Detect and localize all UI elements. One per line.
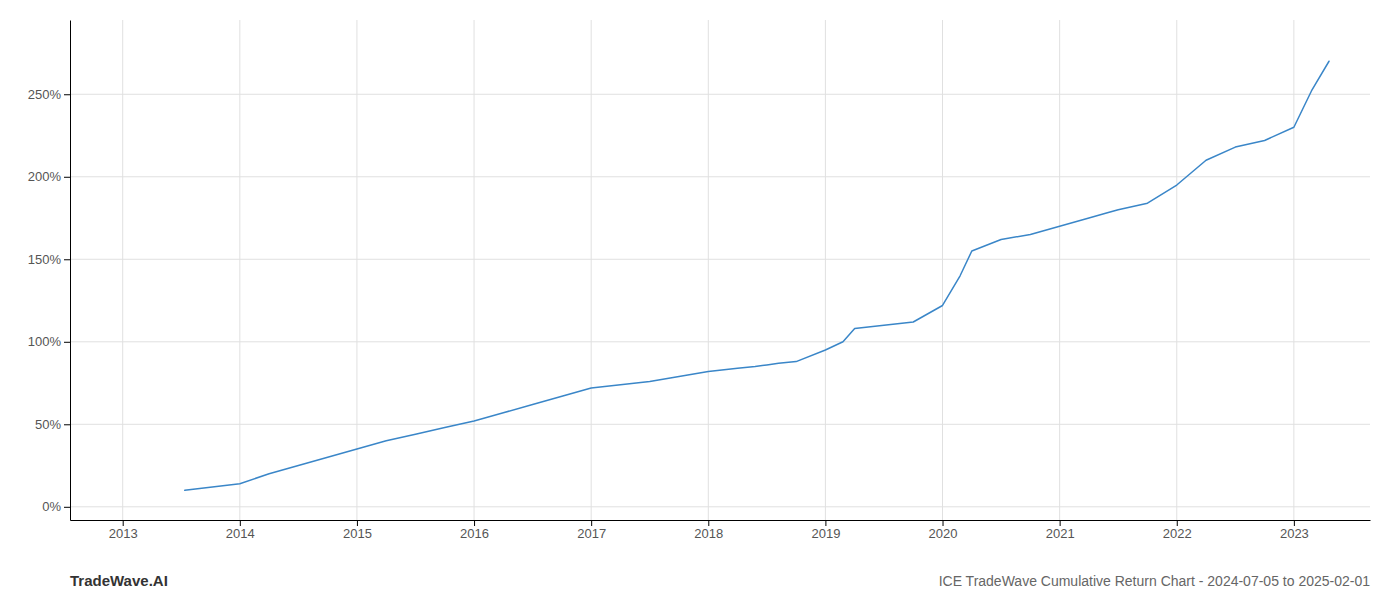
x-tick-mark [943, 520, 944, 526]
x-tick-label: 2023 [1280, 526, 1309, 541]
y-tick-mark [64, 342, 70, 343]
x-tick: 2013 [109, 520, 138, 541]
x-tick-mark [1177, 520, 1178, 526]
x-tick: 2021 [1046, 520, 1075, 541]
x-tick-mark [357, 520, 358, 526]
x-tick: 2019 [811, 520, 840, 541]
grid-line-y [70, 506, 1370, 507]
x-tick: 2015 [343, 520, 372, 541]
y-tick: 100% [28, 334, 70, 349]
y-tick: 0% [42, 499, 70, 514]
x-tick-mark [708, 520, 709, 526]
y-axis-line [70, 21, 71, 521]
grid-line-x [942, 20, 943, 520]
x-tick-label: 2015 [343, 526, 372, 541]
x-tick-label: 2019 [811, 526, 840, 541]
y-tick-mark [64, 177, 70, 178]
grid-line-x [122, 20, 123, 520]
x-tick-mark [1060, 520, 1061, 526]
x-tick: 2018 [694, 520, 723, 541]
return-line [185, 61, 1329, 490]
y-tick: 50% [35, 417, 70, 432]
x-tick-label: 2021 [1046, 526, 1075, 541]
x-tick: 2022 [1163, 520, 1192, 541]
x-tick: 2016 [460, 520, 489, 541]
x-tick-mark [1294, 520, 1295, 526]
x-tick-label: 2018 [694, 526, 723, 541]
grid-line-x [825, 20, 826, 520]
grid-line-y [70, 341, 1370, 342]
y-tick: 250% [28, 87, 70, 102]
grid-line-x [1176, 20, 1177, 520]
y-tick-label: 100% [28, 334, 62, 349]
y-tick: 200% [28, 169, 70, 184]
y-tick-label: 50% [35, 417, 61, 432]
x-tick-label: 2022 [1163, 526, 1192, 541]
y-axis: 0% 50% 100% 150% 200% 250% [28, 21, 71, 521]
x-tick: 2014 [226, 520, 255, 541]
grid-line-x [356, 20, 357, 520]
x-tick: 2020 [929, 520, 958, 541]
y-tick-label: 150% [28, 252, 62, 267]
chart: 2013 2014 2015 2016 2017 2018 2019 2020 2021 2022… [0, 0, 1400, 600]
watermark: TradeWave.AI [70, 572, 168, 589]
x-tick-mark [123, 520, 124, 526]
grid-line-x [591, 20, 592, 520]
x-tick-mark [591, 520, 592, 526]
grid-line-x [239, 20, 240, 520]
x-tick-label: 2013 [109, 526, 138, 541]
x-tick-label: 2020 [929, 526, 958, 541]
x-axis: 2013 2014 2015 2016 2017 2018 2019 2020 2021 2022… [71, 520, 1371, 541]
grid-line-y [70, 424, 1370, 425]
x-tick-label: 2017 [577, 526, 606, 541]
y-tick-mark [64, 424, 70, 425]
grid-line-y [70, 94, 1370, 95]
x-tick-mark [825, 520, 826, 526]
grid-line-x [1293, 20, 1294, 520]
grid-line-x [474, 20, 475, 520]
grid-line-y [70, 259, 1370, 260]
y-tick-mark [64, 507, 70, 508]
grid-line-x [708, 20, 709, 520]
grid-line-x [1059, 20, 1060, 520]
y-tick-label: 0% [42, 499, 61, 514]
y-tick-label: 200% [28, 169, 62, 184]
x-tick-label: 2014 [226, 526, 255, 541]
x-axis-line [71, 520, 1371, 521]
grid-line-y [70, 176, 1370, 177]
title: ICE TradeWave Cumulative Return Chart - … [939, 573, 1371, 589]
x-tick: 2023 [1280, 520, 1309, 541]
grid [70, 20, 1370, 520]
y-tick-label: 250% [28, 87, 62, 102]
x-tick: 2017 [577, 520, 606, 541]
x-tick-label: 2016 [460, 526, 489, 541]
plot-area [185, 61, 1329, 490]
y-tick-mark [64, 259, 70, 260]
x-tick-mark [474, 520, 475, 526]
x-tick-mark [240, 520, 241, 526]
y-tick: 150% [28, 252, 70, 267]
y-tick-mark [64, 94, 70, 95]
